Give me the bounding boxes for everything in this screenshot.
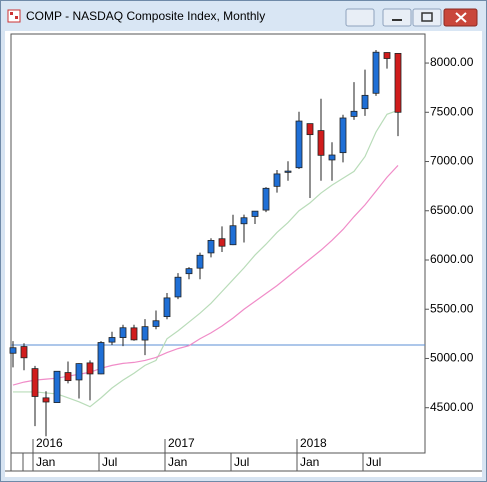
x-tick-label: Jul bbox=[234, 455, 249, 469]
candle-body bbox=[9, 347, 17, 354]
candle-body bbox=[163, 297, 171, 318]
candle-body bbox=[251, 210, 259, 217]
x-tick-label: Jan bbox=[300, 455, 319, 469]
corner-box bbox=[10, 452, 24, 472]
candle-body bbox=[317, 130, 325, 156]
y-tick-label: 6500.00 bbox=[430, 203, 474, 217]
maximize-button[interactable] bbox=[412, 8, 442, 27]
candle-body bbox=[350, 110, 358, 117]
candle-body bbox=[394, 52, 402, 113]
candle-body bbox=[75, 363, 83, 381]
candle-body bbox=[383, 52, 391, 59]
candle-body bbox=[306, 123, 314, 136]
candle-body bbox=[262, 187, 270, 211]
candle-body bbox=[339, 117, 347, 154]
y-tick-label: 8000.00 bbox=[430, 55, 474, 69]
candle-body bbox=[53, 370, 61, 403]
year-label: 2018 bbox=[300, 436, 327, 450]
x-tick-label: Jan bbox=[36, 455, 55, 469]
candle-body bbox=[295, 120, 303, 169]
candle-body bbox=[229, 225, 237, 246]
x-tick-label: Jul bbox=[366, 455, 381, 469]
candle-body bbox=[361, 94, 369, 110]
y-tick-label: 5000.00 bbox=[430, 351, 474, 365]
candle-body bbox=[207, 239, 215, 254]
candle-body bbox=[240, 217, 248, 225]
minimize-button[interactable] bbox=[382, 8, 412, 27]
moving-average bbox=[13, 109, 399, 408]
candle-body bbox=[31, 368, 39, 397]
candle-body bbox=[119, 327, 127, 338]
candle-body bbox=[64, 372, 72, 382]
candle-body bbox=[218, 238, 226, 247]
candle-body bbox=[372, 51, 380, 94]
x-tick-label: Jan bbox=[168, 455, 187, 469]
candle-body bbox=[130, 327, 138, 341]
year-label: 2017 bbox=[168, 436, 195, 450]
y-tick-label: 7000.00 bbox=[430, 154, 474, 168]
candle-body bbox=[141, 326, 149, 341]
y-tick-label: 5500.00 bbox=[430, 301, 474, 315]
candle-body bbox=[328, 154, 336, 161]
candle-body bbox=[108, 337, 116, 343]
link-button[interactable] bbox=[345, 8, 375, 27]
window-title: COMP - NASDAQ Composite Index, Monthly bbox=[26, 9, 265, 23]
candle-body bbox=[86, 362, 94, 375]
candle-body bbox=[196, 254, 204, 269]
candle-body bbox=[284, 170, 292, 173]
year-label: 2016 bbox=[36, 436, 63, 450]
app-icon bbox=[7, 9, 21, 23]
candle-body bbox=[273, 173, 281, 187]
y-tick-label: 6000.00 bbox=[430, 252, 474, 266]
candle-body bbox=[152, 320, 160, 327]
y-tick-label: 7500.00 bbox=[430, 104, 474, 118]
x-tick-label: Jul bbox=[102, 455, 117, 469]
candle-body bbox=[174, 276, 182, 298]
plot-area bbox=[10, 33, 426, 454]
candle-body bbox=[42, 397, 50, 403]
y-tick-label: 4500.00 bbox=[430, 400, 474, 414]
candle-body bbox=[185, 268, 193, 275]
candle-body bbox=[20, 346, 28, 359]
candle-body bbox=[97, 342, 105, 375]
